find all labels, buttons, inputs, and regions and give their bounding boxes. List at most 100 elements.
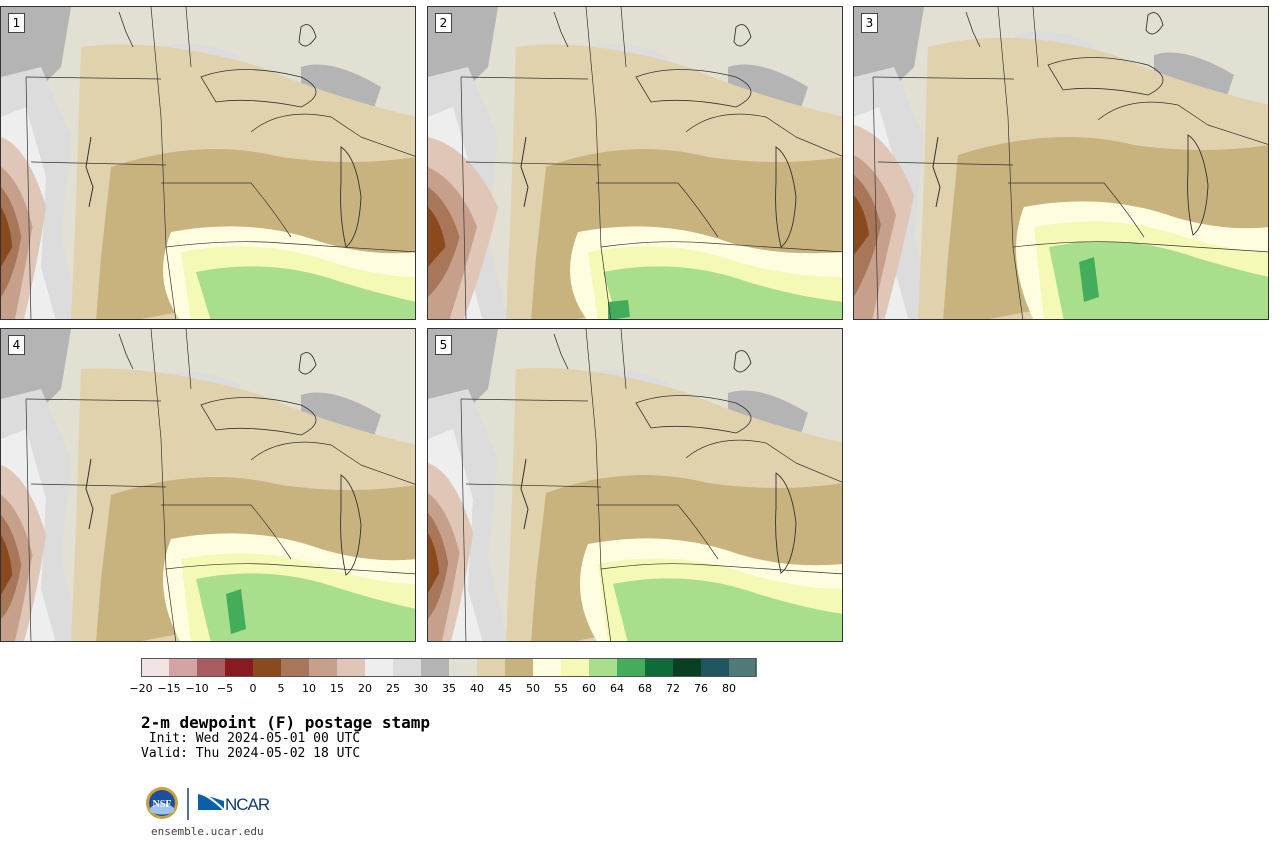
boundary-line	[635, 69, 752, 108]
colorbar-swatch	[421, 658, 450, 677]
svg-text:NCAR: NCAR	[225, 795, 270, 814]
boundary-line	[340, 474, 362, 576]
colorbar-tick-label: 64	[610, 682, 624, 695]
colorbar-swatch	[505, 658, 534, 677]
boundary-line	[460, 76, 467, 319]
boundary-line	[460, 398, 589, 402]
reddish-region	[1, 207, 13, 267]
member-panel: 2	[427, 6, 843, 320]
colorbar-tick-label: 25	[386, 682, 400, 695]
boundary-line	[596, 504, 719, 560]
boundary-line	[620, 7, 627, 68]
valid-time: Valid: Thu 2024-05-02 18 UTC	[141, 746, 361, 761]
boundary-line	[596, 182, 719, 238]
boundary-line	[1207, 124, 1268, 145]
colorbar-tick-label: 15	[330, 682, 344, 695]
boundary-line	[585, 7, 612, 319]
boundary-line	[685, 439, 797, 464]
colorbar-tick-label: 0	[249, 682, 257, 695]
colorbar-tick-label: 5	[277, 682, 285, 695]
moist-region	[196, 573, 415, 641]
colorbar-tick-label: −20	[129, 682, 153, 695]
boundary-line	[1012, 241, 1268, 253]
member-number-label: 3	[861, 13, 878, 33]
boundary-line	[85, 136, 94, 208]
colorbar-swatch	[253, 658, 282, 677]
dewpoint-map	[1, 329, 415, 641]
boundary-line	[465, 483, 602, 488]
moist-region	[1049, 241, 1268, 319]
colorbar-swatch	[169, 658, 198, 677]
boundary-line	[161, 504, 292, 560]
boundary-line	[250, 113, 362, 138]
reddish-region	[428, 533, 440, 593]
colorbar-swatch	[449, 658, 478, 677]
colorbar-tick-label: 20	[358, 682, 372, 695]
dewpoint-map	[428, 329, 842, 641]
boundary-line	[298, 352, 317, 375]
boundary-line	[997, 7, 1024, 319]
boundary-line	[932, 136, 941, 208]
moist-region	[603, 266, 842, 319]
boundary-line	[1047, 57, 1164, 96]
colorbar-tick-label: 45	[498, 682, 512, 695]
ncar-logo: NCAR	[197, 792, 271, 814]
moist-region	[1079, 257, 1099, 302]
dewpoint-map	[1, 7, 415, 319]
colorbar-tick-label: 50	[526, 682, 540, 695]
site-url: ensemble.ucar.edu	[151, 825, 264, 838]
boundary-line	[460, 398, 467, 641]
colorbar-swatch	[589, 658, 618, 677]
colorbar-tick-label: 40	[470, 682, 484, 695]
colorbar-swatch	[141, 658, 170, 677]
moist-region	[196, 266, 415, 319]
boundary-line	[795, 462, 842, 483]
colorbar-swatch	[561, 658, 590, 677]
boundary-line	[775, 472, 797, 574]
boundary-line	[298, 24, 317, 47]
boundary-line	[1032, 7, 1039, 68]
boundary-line	[1187, 134, 1209, 236]
colorbar-tick-label: 10	[302, 682, 316, 695]
boundary-line	[585, 329, 612, 641]
colorbar-swatch	[477, 658, 506, 677]
svg-text:NSF: NSF	[153, 799, 172, 810]
boundary-line	[150, 7, 177, 319]
boundary-line	[553, 11, 569, 48]
colorbar-swatch	[393, 658, 422, 677]
boundary-line	[185, 329, 192, 390]
nsf-logo: NSF	[146, 787, 178, 819]
member-panel: 3	[853, 6, 1269, 320]
boundary-line	[340, 146, 362, 248]
boundary-line	[460, 76, 589, 80]
boundary-line	[465, 161, 602, 166]
reddish-region	[854, 195, 869, 255]
member-panel: 1	[0, 6, 416, 320]
member-panel: 4	[0, 328, 416, 642]
boundary-line	[600, 241, 842, 253]
colorbar-tick-label: −5	[216, 682, 234, 695]
colorbar-tick-label: 30	[414, 682, 428, 695]
colorbar-tick-label: 80	[722, 682, 736, 695]
boundary-line	[200, 397, 317, 436]
colorbar-swatch	[729, 658, 757, 677]
dewpoint-map	[854, 7, 1268, 319]
boundary-line	[872, 76, 879, 319]
boundary-line	[620, 329, 627, 390]
colorbar-swatch	[197, 658, 226, 677]
boundary-line	[25, 76, 162, 80]
colorbar-tick-label: 35	[442, 682, 456, 695]
boundary-line	[685, 113, 797, 138]
moist-region	[613, 578, 842, 641]
moist-region	[608, 300, 630, 319]
dewpoint-colorbar	[141, 658, 757, 677]
member-number-label: 5	[435, 335, 452, 355]
colorbar-swatch	[645, 658, 674, 677]
colorbar-swatch	[673, 658, 702, 677]
nsf-ncar-logo: NSF NCAR	[146, 787, 271, 820]
boundary-line	[795, 136, 842, 157]
moist-region	[226, 589, 246, 634]
boundary-line	[1008, 182, 1145, 238]
chart-title: 2-m dewpoint (F) postage stamp	[141, 713, 430, 732]
boundary-line	[185, 7, 192, 68]
